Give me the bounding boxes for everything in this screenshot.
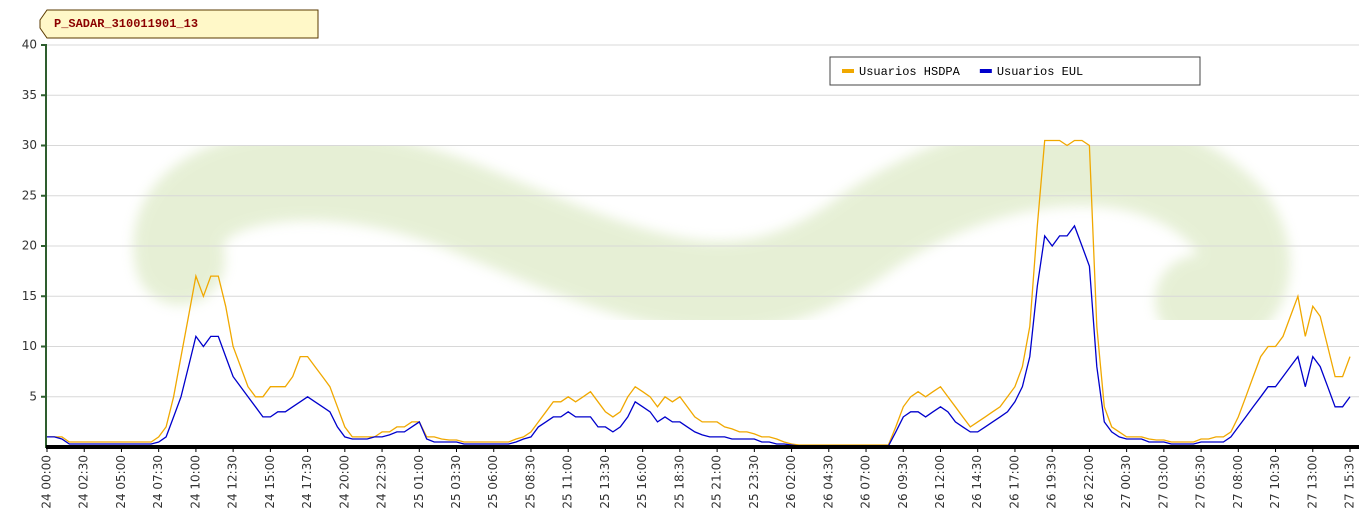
y-tick-label: 10 [22, 339, 37, 353]
legend-swatch [842, 69, 854, 73]
x-tick-label: 26 17:00 [1007, 455, 1021, 509]
x-tick-label: 25 21:00 [710, 455, 724, 509]
x-tick-label: 24 22:30 [375, 455, 389, 509]
chart-title: P_SADAR_310011901_13 [54, 17, 198, 31]
legend-swatch [979, 69, 992, 73]
x-tick-label: 24 10:00 [188, 455, 202, 509]
grid [41, 44, 1359, 398]
x-tick-label: 25 13:30 [598, 455, 612, 509]
x-tick-label: 24 05:00 [114, 455, 128, 509]
x-tick-label: 26 19:30 [1045, 455, 1059, 509]
x-tick-label: 27 08:00 [1231, 455, 1245, 509]
x-tick-label: 27 15:30 [1343, 455, 1357, 509]
x-tick-label: 24 12:30 [226, 455, 240, 509]
x-tick-label: 26 04:30 [821, 455, 835, 509]
labels: 5 10 15 20 25 30 35 40 24 00:00 24 02:30 24 05:00 2… [22, 38, 1357, 509]
x-tick-label: 27 03:00 [1156, 455, 1170, 509]
y-tick-label: 35 [22, 88, 37, 102]
y-tick-label: 15 [22, 289, 37, 303]
x-tick-label: 26 14:30 [970, 455, 984, 509]
x-tick-label: 24 20:00 [337, 455, 351, 509]
x-tick-label: 24 15:00 [263, 455, 277, 509]
legend-items: Usuarios HSDPA Usuarios EUL [842, 65, 1083, 79]
series-line [47, 139, 1351, 446]
x-tick-label: 26 12:00 [933, 455, 947, 509]
x-tick-label: 26 22:00 [1082, 455, 1096, 509]
x-tick-label: 26 09:30 [896, 455, 910, 509]
x-tick-label: 27 00:30 [1119, 455, 1133, 509]
x-tick-label: 24 07:30 [151, 455, 165, 509]
y-tick-label: 5 [29, 389, 37, 403]
y-tick-label: 40 [22, 38, 37, 52]
lines [47, 139, 1351, 447]
x-tick-label: 27 10:30 [1268, 455, 1282, 509]
x-tick-label: 26 07:00 [859, 455, 873, 509]
x-tick-label: 27 13:00 [1305, 455, 1319, 509]
x-tick-label: 25 18:30 [672, 455, 686, 509]
x-tick-label: 25 16:00 [635, 455, 649, 509]
title-tag [39, 9, 319, 39]
x-tick-label: 25 11:00 [561, 455, 575, 509]
x-tick-label: 25 06:00 [486, 455, 500, 509]
x-tick-label: 25 03:30 [449, 455, 463, 509]
y-tick-label: 25 [22, 188, 37, 202]
x-tick-label: 24 00:00 [40, 455, 54, 509]
legend [829, 56, 1201, 86]
x-tick-label: 27 05:30 [1194, 455, 1208, 509]
x-tick-label: 25 08:30 [523, 455, 537, 509]
x-tick-label: 24 17:30 [300, 455, 314, 509]
x-tick-label: 26 02:00 [784, 455, 798, 509]
legend-label: Usuarios EUL [997, 65, 1083, 79]
y-tick-label: 30 [22, 138, 37, 152]
x-tick-label: 25 23:30 [747, 455, 761, 509]
y-tick-label: 20 [22, 239, 37, 253]
background-logo [133, 115, 1290, 351]
x-tick-label: 24 02:30 [77, 455, 91, 509]
x-tick-label: 25 01:00 [412, 455, 426, 509]
series-line [47, 224, 1351, 447]
legend-label: Usuarios HSDPA [859, 65, 961, 79]
